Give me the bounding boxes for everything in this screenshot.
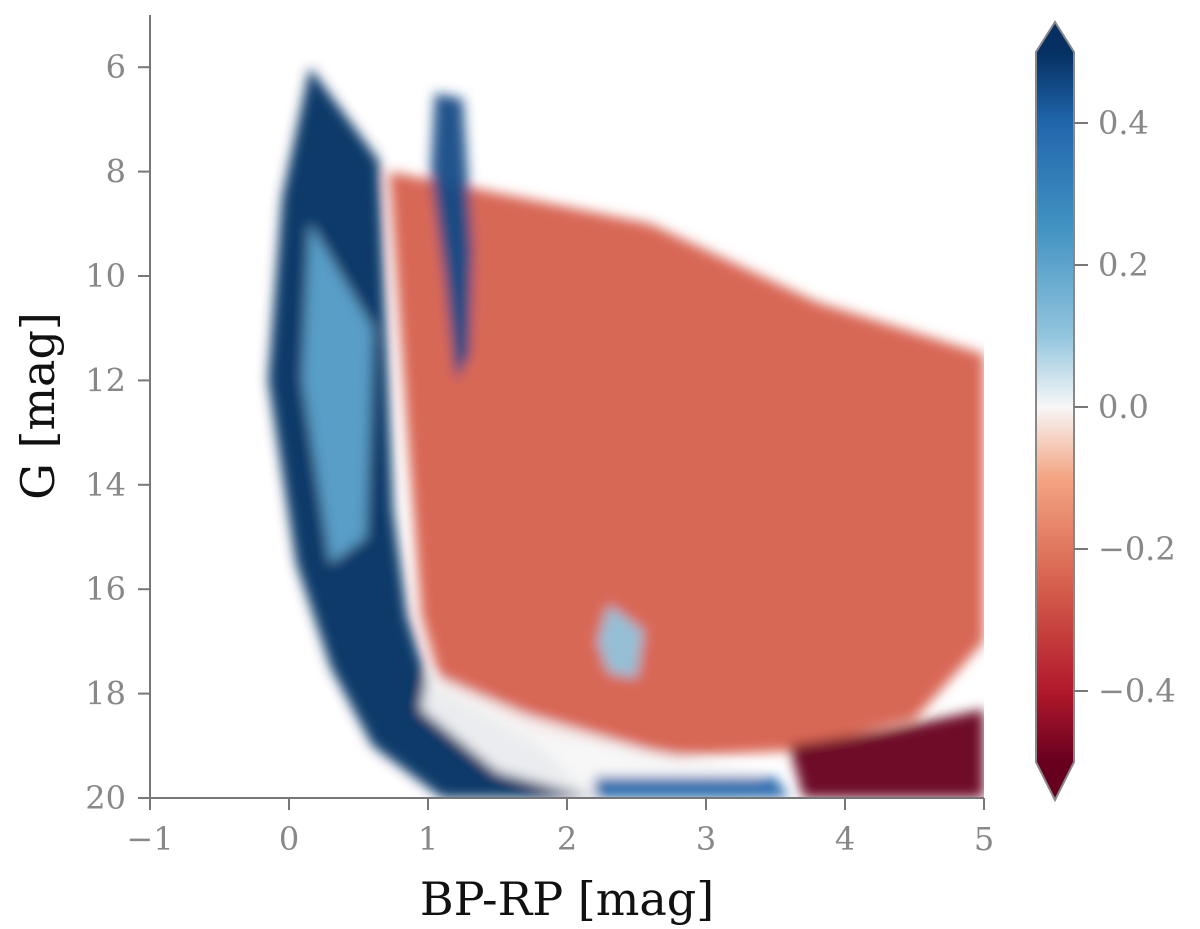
colorbar-extend-high [1036, 22, 1074, 52]
heatmap-region-5 [421, 672, 762, 798]
x-axis-label: BP-RP [mag] [420, 872, 714, 926]
colorbar-outline [1035, 20, 1075, 803]
colorbar-gradient [1036, 52, 1074, 762]
y-tick-label: 14 [85, 466, 126, 504]
colorbar-tick-label: 0.0 [1098, 388, 1149, 426]
colorbar-tick-label: −0.2 [1098, 530, 1176, 568]
x-tick-label: 0 [279, 820, 299, 858]
heatmap-region-4 [430, 93, 473, 381]
x-tick-label: 2 [557, 820, 577, 858]
heatmap-region-7 [789, 709, 984, 798]
heatmap-region-6 [597, 604, 644, 678]
y-tick-label: 18 [85, 675, 126, 713]
y-tick-label: 10 [85, 257, 126, 295]
x-tick-label: −1 [126, 820, 173, 858]
x-tick-label: 1 [418, 820, 438, 858]
colorbar-tick-label: 0.4 [1098, 104, 1149, 142]
colorbar-extend-low [1036, 762, 1074, 800]
heatmap-region-1 [268, 67, 595, 798]
y-tick-label: 8 [106, 153, 126, 191]
y-tick-label: 20 [85, 779, 126, 817]
y-tick-label: 6 [106, 48, 126, 86]
heatmap-region-2 [302, 223, 373, 564]
y-axis-label: G [mag] [11, 312, 65, 500]
x-tick-label: 4 [835, 820, 855, 858]
colorbar-tick-label: 0.2 [1098, 246, 1149, 284]
x-tick-label: 3 [696, 820, 716, 858]
colorbar-tick-label: −0.4 [1098, 672, 1176, 710]
x-tick-label: 5 [974, 820, 994, 858]
heatmap-region-8 [594, 777, 790, 798]
colorbar: 0.4 0.2 0.0 −0.2 −0.4 [1035, 20, 1176, 803]
y-tick-label: 12 [85, 361, 126, 399]
y-tick-label: 16 [85, 570, 126, 608]
heatmap-region-3 [389, 171, 984, 757]
